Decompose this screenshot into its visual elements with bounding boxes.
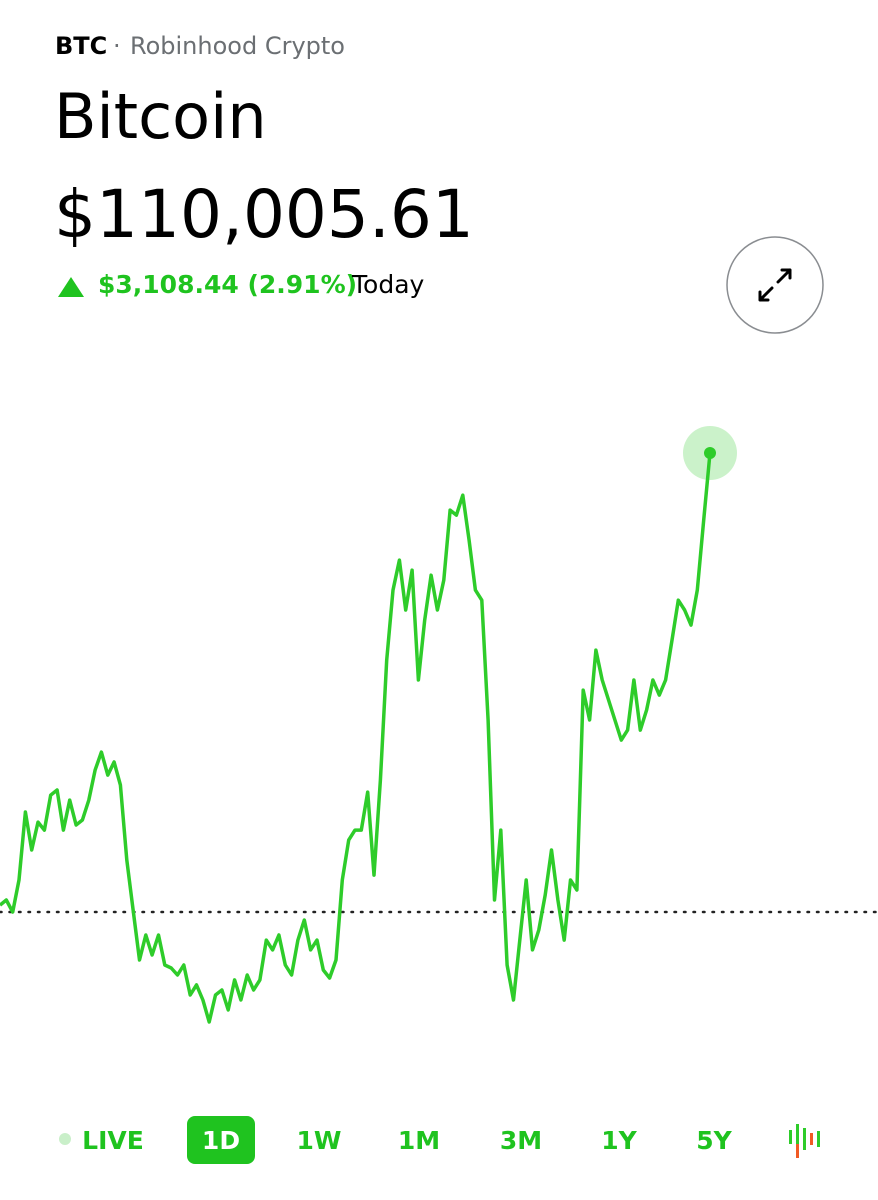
- range-tab[interactable]: 3M: [500, 1126, 542, 1155]
- range-tab[interactable]: 1D: [187, 1116, 255, 1164]
- asset-name: Bitcoin: [54, 80, 267, 153]
- range-tab[interactable]: LIVE: [59, 1126, 144, 1155]
- current-point: [704, 447, 716, 459]
- range-label[interactable]: LIVE: [82, 1126, 144, 1155]
- range-tab[interactable]: 1M: [398, 1126, 440, 1155]
- range-tab[interactable]: 1W: [297, 1126, 342, 1155]
- range-label[interactable]: 1M: [398, 1126, 440, 1155]
- period: Today: [352, 270, 425, 299]
- candlestick-toggle[interactable]: [789, 1124, 820, 1158]
- range-tab[interactable]: 5Y: [696, 1126, 732, 1155]
- separator: ·: [113, 32, 121, 60]
- range-label[interactable]: 1W: [297, 1126, 342, 1155]
- change: $3,108.44 (2.91%): [98, 270, 358, 299]
- range-label[interactable]: 1D: [202, 1126, 240, 1155]
- symbol: BTC: [55, 32, 108, 60]
- selected-tab-bg: [187, 1116, 255, 1164]
- up-arrow: [58, 277, 84, 297]
- range-tab[interactable]: 1Y: [601, 1126, 637, 1155]
- range-label[interactable]: 1Y: [601, 1126, 637, 1155]
- price: $110,005.61: [54, 176, 474, 253]
- source: Robinhood Crypto: [130, 32, 345, 60]
- expand-button[interactable]: [726, 236, 824, 334]
- live-dot: [59, 1133, 71, 1145]
- price-line: [0, 452, 712, 1024]
- range-label[interactable]: 3M: [500, 1126, 542, 1155]
- range-label[interactable]: 5Y: [696, 1126, 732, 1155]
